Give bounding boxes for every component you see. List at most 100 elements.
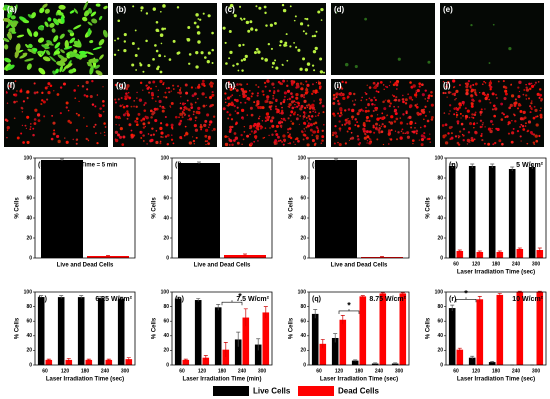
cell (241, 69, 244, 72)
cell (261, 106, 265, 110)
bar (331, 337, 339, 365)
bar (371, 363, 379, 365)
cell (452, 79, 456, 83)
cell (293, 100, 296, 103)
x-tick-label: 240 (101, 368, 110, 374)
cell (170, 138, 174, 141)
cell (122, 113, 126, 117)
cell (348, 139, 351, 142)
x-tick-label: 120 (472, 368, 481, 374)
cell (397, 57, 401, 61)
cell (385, 99, 387, 101)
cell (455, 107, 457, 109)
cell (503, 96, 507, 101)
cell (231, 94, 234, 97)
cell (172, 84, 175, 87)
cell (479, 119, 483, 122)
cell (253, 131, 256, 134)
cell (148, 91, 151, 94)
cell (362, 122, 366, 125)
cell (320, 7, 324, 12)
error-bar (313, 309, 318, 319)
cell (286, 80, 288, 82)
micrograph (4, 79, 108, 147)
cell (168, 58, 172, 61)
bar (476, 252, 484, 258)
cell (415, 91, 418, 94)
cell (298, 104, 300, 107)
cell (239, 5, 242, 8)
x-tick-label: 240 (512, 261, 521, 267)
cell (94, 123, 97, 126)
cell (453, 113, 456, 116)
cell (303, 121, 306, 125)
cell (374, 108, 378, 112)
cell (290, 110, 294, 114)
cell (36, 91, 39, 94)
cell (186, 99, 189, 102)
error-bar (340, 315, 345, 325)
cell (155, 130, 158, 132)
cell (346, 130, 349, 133)
cell (285, 44, 288, 47)
cell (308, 117, 311, 120)
bar (242, 317, 250, 365)
cell (196, 25, 200, 29)
cell (430, 116, 434, 119)
cell (126, 113, 131, 117)
cell (7, 64, 15, 71)
cell (344, 62, 349, 67)
error-bar (334, 158, 338, 161)
cell (299, 67, 303, 71)
cell (260, 127, 262, 130)
cell (193, 143, 196, 145)
cell (374, 98, 377, 102)
cell (535, 123, 539, 127)
cell (125, 87, 129, 91)
legend-label: Live Cells (253, 387, 291, 396)
cell (98, 15, 103, 21)
y-tick-label: 60 (300, 319, 306, 325)
cell (491, 108, 495, 111)
cell (300, 87, 304, 91)
significance-marker: * (464, 289, 468, 299)
cell (240, 101, 242, 104)
cell (41, 44, 50, 49)
y-tick-label: 100 (298, 289, 307, 295)
cell (209, 120, 213, 124)
cell (299, 82, 303, 85)
cell (152, 80, 156, 84)
cell (198, 83, 201, 86)
cell (257, 86, 260, 88)
cell (194, 128, 199, 132)
cell (461, 100, 465, 105)
cell (22, 19, 30, 24)
cell (294, 143, 296, 146)
cell (458, 106, 461, 109)
cell (404, 102, 408, 105)
cell (455, 111, 458, 114)
cell (319, 98, 322, 102)
y-tick-label: 80 (437, 304, 443, 310)
cell (342, 96, 346, 100)
cell (279, 120, 282, 122)
cell (44, 21, 49, 28)
cell (293, 41, 295, 44)
cell (424, 114, 427, 117)
cell (304, 68, 309, 72)
cell (169, 105, 171, 107)
cell (157, 89, 159, 91)
cell (279, 139, 282, 142)
cell (166, 133, 170, 137)
cell (197, 97, 199, 100)
cell (240, 133, 243, 137)
y-tick-label: 60 (163, 319, 169, 325)
cell (397, 106, 400, 108)
cell (94, 132, 97, 135)
error-bar (470, 355, 475, 360)
micrograph-background (440, 3, 544, 75)
cell (224, 98, 227, 100)
cell (465, 114, 467, 117)
cell (373, 85, 378, 90)
